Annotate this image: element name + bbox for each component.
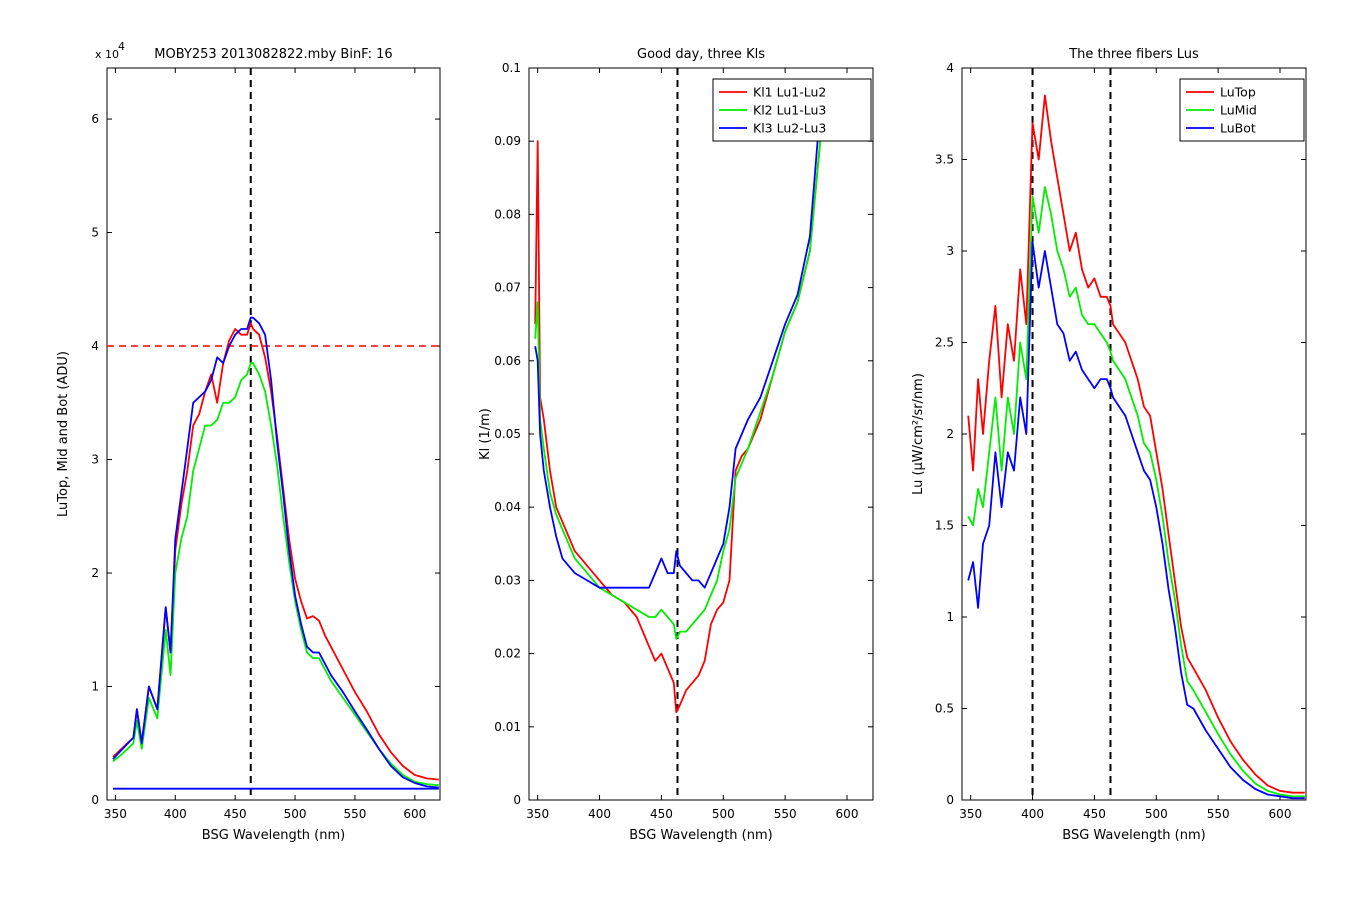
y-tick-label: 1.5 xyxy=(935,519,954,533)
legend-label: LuBot xyxy=(1220,121,1256,136)
y-tick-label: 4 xyxy=(946,61,954,75)
y-tick-label: 2 xyxy=(946,427,954,441)
x-tick-label: 500 xyxy=(1145,807,1168,821)
y-tick-label: 0.09 xyxy=(494,134,521,148)
x-tick-label: 450 xyxy=(224,807,247,821)
legend-label: Kl3 Lu2-Lu3 xyxy=(753,121,826,136)
y-tick-label: 0.1 xyxy=(502,61,521,75)
y-tick-label: 0.03 xyxy=(494,573,521,587)
series-line-blue xyxy=(967,240,1305,800)
x-tick-label: 550 xyxy=(1207,807,1230,821)
y-tick-label: 0 xyxy=(91,793,99,807)
y-tick-label: 0 xyxy=(513,793,521,807)
legend-label: Kl1 Lu1-Lu2 xyxy=(753,85,826,100)
x-tick-label: 400 xyxy=(164,807,187,821)
x-tick-label: 400 xyxy=(588,807,611,821)
y-tick-label: 5 xyxy=(91,226,99,240)
x-tick-label: 600 xyxy=(836,807,859,821)
y-exponent-power: 4 xyxy=(118,40,125,53)
y-tick-label: 3 xyxy=(946,244,954,258)
y-tick-label: 2.5 xyxy=(935,336,954,350)
y-tick-label: 3.5 xyxy=(935,153,954,167)
plot-area xyxy=(528,67,874,801)
y-axis-label: LuTop, Mid and Bot (ADU) xyxy=(56,351,71,517)
y-tick-label: 0.07 xyxy=(494,281,521,295)
y-tick-label: 0.05 xyxy=(494,427,521,441)
x-tick-label: 350 xyxy=(959,807,982,821)
y-axis-label: Kl (1/m) xyxy=(478,408,493,460)
series-group xyxy=(967,94,1305,800)
x-tick-label: 500 xyxy=(712,807,735,821)
x-tick-label: 450 xyxy=(1083,807,1106,821)
series-line-green xyxy=(534,119,824,640)
series-line-blue xyxy=(112,316,439,789)
legend-label: Kl2 Lu1-Lu3 xyxy=(753,103,826,118)
x-tick-label: 450 xyxy=(650,807,673,821)
y-tick-label: 0 xyxy=(946,793,954,807)
y-tick-label: 6 xyxy=(91,112,99,126)
series-line-green xyxy=(112,362,439,787)
chart-title: Good day, three Kls xyxy=(637,47,765,62)
y-tick-label: 1 xyxy=(91,680,99,694)
x-tick-label: 550 xyxy=(774,807,797,821)
y-axis-label: Lu (µW/cm²/sr/nm) xyxy=(911,373,926,495)
legend: Kl1 Lu1-Lu2 Kl2 Lu1-Lu3 Kl3 Lu2-Lu3 xyxy=(712,78,872,142)
legend: LuTop LuMid LuBot xyxy=(1179,78,1305,142)
y-exponent-label: x 10 xyxy=(95,48,119,61)
series-group xyxy=(534,82,824,714)
plot-area xyxy=(961,67,1307,801)
chart-panel-lu-fibers: 350 400 450 500 550 600 0 0.5 1 1.5 2 2.5 3 3.5 4 The t… xyxy=(911,47,1307,843)
series-line-green xyxy=(967,185,1305,798)
y-tick-label: 3 xyxy=(91,453,99,467)
chart-title: The three fibers Lus xyxy=(1068,47,1199,62)
x-tick-label: 600 xyxy=(403,807,426,821)
legend-label: LuMid xyxy=(1220,103,1257,118)
x-axis-label: BSG Wavelength (nm) xyxy=(1062,828,1205,843)
series-line-blue xyxy=(534,82,824,589)
x-tick-label: 600 xyxy=(1269,807,1292,821)
y-tick-label: 1 xyxy=(946,610,954,624)
series-line-red xyxy=(967,94,1305,794)
x-tick-label: 550 xyxy=(344,807,367,821)
x-tick-label: 500 xyxy=(284,807,307,821)
chart-panel-lu-adu: 350 400 450 500 550 600 0 1 2 3 4 5 6 MOBY253 2013082… xyxy=(56,40,441,843)
y-tick-label: 0.5 xyxy=(935,702,954,716)
chart-title: MOBY253 2013082822.mby BinF: 16 xyxy=(154,47,392,62)
legend-label: LuTop xyxy=(1220,85,1256,100)
x-tick-label: 350 xyxy=(104,807,127,821)
x-tick-label: 400 xyxy=(1021,807,1044,821)
y-tick-label: 0.08 xyxy=(494,207,521,221)
y-tick-label: 0.02 xyxy=(494,647,521,661)
x-axis-label: BSG Wavelength (nm) xyxy=(202,828,345,843)
chart-panel-kl: 350 400 450 500 550 600 0 0.01 0.02 0.03 0.04 0.05 0… xyxy=(478,47,874,843)
x-tick-label: 350 xyxy=(526,807,549,821)
plot-area xyxy=(106,67,441,801)
series-group xyxy=(112,316,439,790)
y-tick-label: 0.01 xyxy=(494,720,521,734)
y-tick-label: 4 xyxy=(91,339,99,353)
y-tick-label: 0.06 xyxy=(494,354,521,368)
y-tick-label: 2 xyxy=(91,566,99,580)
x-axis-label: BSG Wavelength (nm) xyxy=(629,828,772,843)
y-tick-label: 0.04 xyxy=(494,500,521,514)
